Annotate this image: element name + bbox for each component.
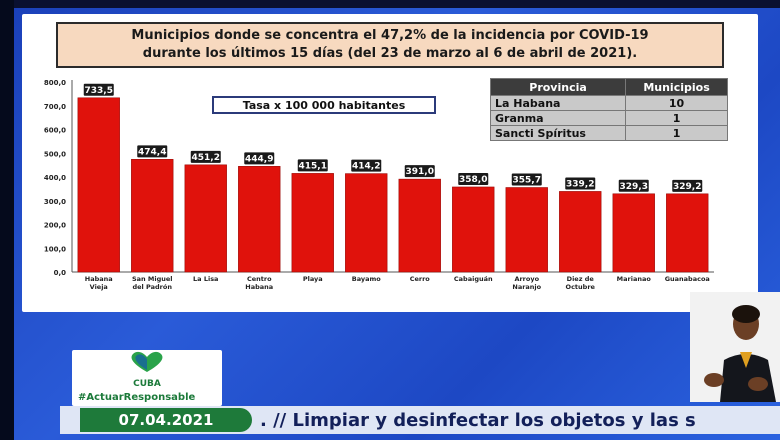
x-tick-label: del Padrón — [133, 283, 173, 291]
data-label-bg — [458, 172, 489, 185]
news-ticker: 07.04.2021 . // Limpiar y desinfectar lo… — [60, 406, 780, 434]
municipios-count: 1 — [625, 125, 728, 141]
x-tick-label: Cabaiguán — [454, 275, 493, 283]
bar — [345, 173, 388, 273]
y-tick-label: 300,0 — [44, 198, 66, 206]
y-tick-label: 200,0 — [44, 222, 66, 230]
bar — [398, 178, 441, 273]
heart-logo-icon — [125, 350, 169, 378]
sign-language-interpreter — [690, 292, 780, 402]
data-label-bg — [83, 83, 114, 96]
municipios-header: Municipios — [625, 78, 728, 96]
bar — [505, 187, 548, 273]
x-tick-label: La Lisa — [193, 275, 218, 283]
y-tick-label: 500,0 — [44, 150, 66, 158]
x-tick-label: Habana — [85, 275, 113, 283]
data-label-bg — [297, 159, 328, 172]
hashtag-label: #ActuarResponsable — [78, 392, 196, 403]
data-label-bg — [618, 179, 649, 192]
data-label: 414,2 — [352, 162, 380, 172]
municipios-count: 10 — [625, 95, 728, 111]
data-label-bg — [672, 179, 703, 192]
screen-bezel-top — [0, 0, 780, 8]
data-label-bg — [190, 150, 221, 163]
bar — [559, 191, 602, 273]
x-tick-label: Naranjo — [512, 283, 541, 291]
table-row: Granma 1 — [489, 110, 728, 126]
data-label: 391,0 — [406, 167, 434, 177]
y-tick-label: 100,0 — [44, 245, 66, 253]
x-tick-label: Guanabacoa — [665, 275, 710, 283]
cuba-logo-box: CUBA — [72, 350, 222, 406]
province-table: Provincia Municipios La Habana 10 Granma… — [489, 78, 728, 141]
x-tick-label: Cerro — [410, 275, 431, 283]
x-tick-label: Marianao — [617, 275, 652, 283]
data-label: 355,7 — [513, 176, 541, 186]
y-tick-label: 600,0 — [44, 127, 66, 135]
table-row: La Habana 10 — [489, 95, 728, 111]
x-tick-label: Arroyo — [514, 275, 539, 283]
data-label: 444,9 — [245, 154, 273, 164]
y-tick-label: 800,0 — [44, 79, 66, 87]
bar — [666, 193, 709, 273]
bar — [238, 166, 281, 273]
data-label-bg — [511, 173, 542, 186]
chart-title-box: Municipios donde se concentra el 47,2% d… — [56, 22, 724, 68]
municipios-count: 1 — [625, 110, 728, 126]
bar — [184, 164, 227, 273]
table-row: Sancti Spíritus 1 — [489, 125, 728, 141]
chart-subtitle: Tasa x 100 000 habitantes — [242, 98, 406, 112]
x-tick-label: San Miguel — [132, 275, 173, 283]
province-name: Sancti Spíritus — [489, 125, 627, 141]
data-label-bg — [404, 165, 435, 178]
chart-title-line-2: durante los últimos 15 días (del 23 de m… — [142, 46, 638, 61]
bar — [131, 159, 174, 273]
data-label: 415,1 — [299, 161, 327, 171]
y-tick-label: 0,0 — [54, 269, 67, 277]
data-label: 358,0 — [459, 175, 487, 185]
bar-chart: 0,0 100,0 200,0 300,0 400,0 500,0 600,0 700,0 80… — [44, 79, 714, 291]
data-label-bg — [244, 152, 275, 165]
y-tick-label: 700,0 — [44, 103, 66, 111]
x-tick-label: Centro — [247, 275, 272, 283]
x-tick-label: Octubre — [566, 283, 596, 291]
y-tick-label: 400,0 — [44, 174, 66, 182]
bar — [77, 97, 120, 273]
x-tick-label: Diez de — [567, 275, 595, 283]
data-label-bg — [351, 159, 382, 172]
x-tick-label: Habana — [245, 283, 273, 291]
chart-subtitle-box: Tasa x 100 000 habitantes — [212, 96, 436, 114]
bar — [291, 173, 334, 273]
data-label-bg — [565, 177, 596, 190]
interpreter-figure-icon — [690, 292, 780, 402]
data-label: 329,3 — [620, 182, 648, 192]
data-label: 451,2 — [192, 153, 220, 163]
data-label: 339,2 — [566, 179, 594, 189]
data-label: 474,4 — [138, 147, 166, 157]
data-label: 329,2 — [673, 182, 701, 192]
province-table-header-row: Provincia Municipios — [489, 78, 728, 96]
x-tick-label: Vieja — [90, 283, 108, 291]
ticker-text: . // Limpiar y desinfectar los objetos y… — [260, 409, 696, 431]
screen-bezel-left — [0, 0, 14, 440]
province-header: Provincia — [489, 78, 627, 96]
x-tick-label: Bayamo — [352, 275, 382, 283]
data-label: 733,5 — [85, 86, 113, 96]
date-badge: 07.04.2021 — [80, 408, 252, 432]
province-name: La Habana — [489, 95, 627, 111]
logo-word: CUBA — [133, 379, 161, 389]
x-tick-label: Playa — [303, 275, 323, 283]
chart-title-line-1: Municipios donde se concentra el 47,2% d… — [131, 28, 649, 43]
bar — [612, 193, 655, 273]
bar — [452, 186, 495, 273]
data-label-bg — [137, 145, 168, 158]
province-name: Granma — [489, 110, 627, 126]
